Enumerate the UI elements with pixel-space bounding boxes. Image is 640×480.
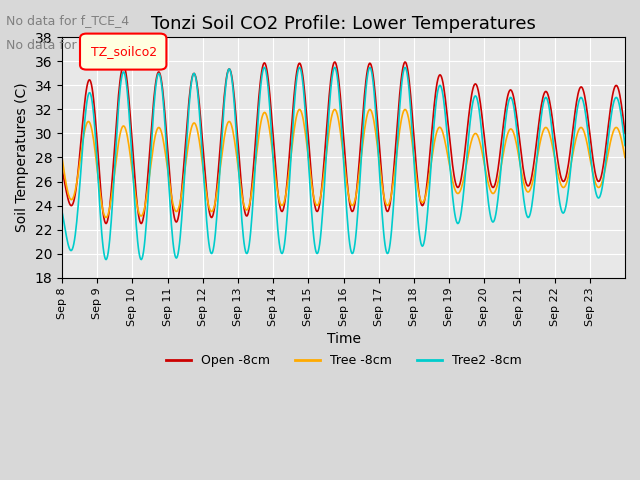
Tree2 -8cm [435, 85, 442, 91]
Tree2 -8cm [278, 251, 286, 256]
Open -8cm [401, 59, 409, 65]
Tree2 -8cm [403, 70, 411, 76]
Line: Tree -8cm: Tree -8cm [62, 109, 625, 217]
Line: Tree2 -8cm: Tree2 -8cm [62, 68, 625, 260]
Text: TZ_soilco2: TZ_soilco2 [91, 45, 157, 59]
Tree2 -8cm [257, 89, 264, 95]
Tree2 -8cm [621, 143, 629, 148]
Line: Open -8cm: Open -8cm [62, 62, 625, 224]
Open -8cm [278, 208, 285, 214]
Tree -8cm [435, 125, 442, 131]
Tree -8cm [58, 155, 66, 160]
Tree2 -8cm [125, 108, 132, 113]
Open -8cm [403, 63, 411, 69]
Text: No data for f_TCE_4: No data for f_TCE_4 [6, 14, 129, 27]
Tree -8cm [125, 142, 132, 148]
X-axis label: Time: Time [326, 332, 360, 346]
Text: No data for f_TCW_4: No data for f_TCW_4 [6, 38, 134, 51]
Tree -8cm [278, 203, 285, 208]
Y-axis label: Soil Temperatures (C): Soil Temperatures (C) [15, 83, 29, 232]
Tree2 -8cm [102, 257, 110, 263]
Open -8cm [228, 77, 236, 83]
Open -8cm [621, 131, 629, 136]
Open -8cm [125, 96, 132, 101]
Title: Tonzi Soil CO2 Profile: Lower Temperatures: Tonzi Soil CO2 Profile: Lower Temperatur… [151, 15, 536, 33]
Tree -8cm [102, 215, 110, 220]
Open -8cm [257, 80, 264, 86]
Tree2 -8cm [260, 65, 268, 71]
Tree -8cm [401, 107, 409, 112]
Open -8cm [58, 167, 66, 172]
Tree2 -8cm [228, 80, 236, 85]
Open -8cm [102, 221, 110, 227]
Legend: Open -8cm, Tree -8cm, Tree2 -8cm: Open -8cm, Tree -8cm, Tree2 -8cm [161, 349, 526, 372]
Tree -8cm [621, 155, 629, 160]
Tree -8cm [257, 123, 264, 129]
Open -8cm [435, 74, 442, 80]
Tree2 -8cm [58, 209, 66, 215]
Tree -8cm [228, 125, 236, 131]
Tree -8cm [403, 109, 411, 115]
